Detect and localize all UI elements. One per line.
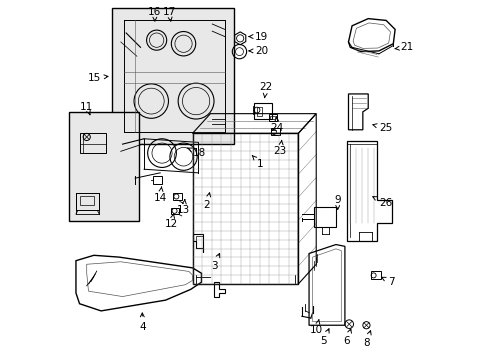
Bar [112,8,233,144]
Bar [257,107,262,116]
Bar [153,176,162,184]
Text: 12: 12 [164,214,177,229]
Bar [196,235,202,248]
Text: 1: 1 [252,156,263,169]
Text: 13: 13 [177,199,190,215]
Text: 20: 20 [248,46,268,56]
Bar [69,112,139,221]
Bar [314,207,335,226]
Text: 4: 4 [139,313,145,332]
Text: 23: 23 [273,140,286,156]
Text: 11: 11 [80,102,93,115]
Text: 18: 18 [187,148,205,158]
Text: 21: 21 [394,42,413,52]
Text: 6: 6 [343,329,351,346]
Bar [270,116,274,120]
Bar [80,196,94,205]
Text: 15: 15 [88,73,108,83]
Bar [192,134,298,284]
Text: 24: 24 [269,117,283,132]
Text: 16: 16 [148,7,161,21]
Text: 8: 8 [363,331,370,348]
Text: 19: 19 [248,32,268,41]
Bar [270,128,279,135]
Bar [370,271,381,279]
Text: 3: 3 [210,253,219,271]
Bar [171,208,179,214]
Bar [254,103,271,119]
Text: 25: 25 [372,123,391,133]
Text: 2: 2 [203,193,210,210]
Text: 9: 9 [334,195,340,210]
Text: 22: 22 [259,82,272,98]
Text: 10: 10 [309,320,322,335]
Text: 14: 14 [153,187,166,203]
Text: 17: 17 [162,7,176,21]
Text: 5: 5 [320,329,328,346]
Text: 7: 7 [381,277,394,287]
Bar [76,193,99,211]
Bar [172,193,182,200]
Bar [268,114,276,121]
Text: 26: 26 [372,197,391,208]
Bar [80,134,106,153]
